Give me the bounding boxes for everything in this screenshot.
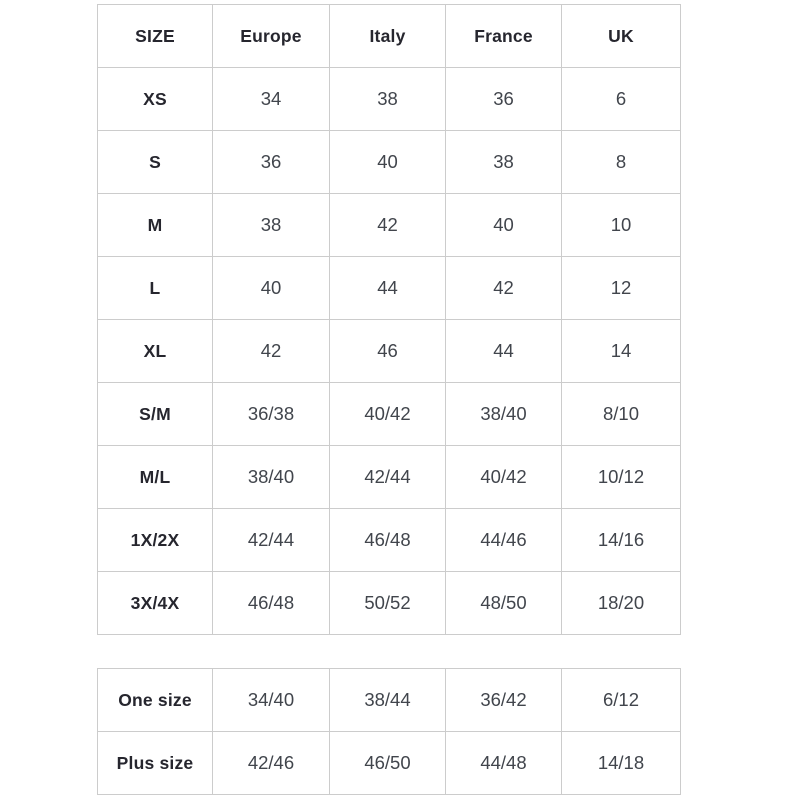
uk-value: 14/16 — [561, 508, 681, 572]
size-label: Plus size — [97, 731, 213, 795]
table-row-3x-4x: 3X/4X 46/48 50/52 48/50 18/20 — [97, 571, 681, 635]
special-sizes-table: One size 34/40 38/44 36/42 6/12 Plus siz… — [97, 668, 681, 795]
italy-value: 40/42 — [329, 382, 446, 446]
uk-value: 8/10 — [561, 382, 681, 446]
france-value: 36 — [445, 67, 562, 131]
table-row-s: S 36 40 38 8 — [97, 130, 681, 194]
europe-value: 40 — [212, 256, 330, 320]
italy-value: 38 — [329, 67, 446, 131]
table-row-one-size: One size 34/40 38/44 36/42 6/12 — [97, 668, 681, 732]
uk-value: 14/18 — [561, 731, 681, 795]
france-value: 40 — [445, 193, 562, 257]
table-row-l: L 40 44 42 12 — [97, 256, 681, 320]
france-value: 42 — [445, 256, 562, 320]
europe-value: 36 — [212, 130, 330, 194]
column-header-uk: UK — [561, 4, 681, 68]
europe-value: 34 — [212, 67, 330, 131]
italy-value: 46/48 — [329, 508, 446, 572]
uk-value: 14 — [561, 319, 681, 383]
france-value: 44 — [445, 319, 562, 383]
france-value: 44/48 — [445, 731, 562, 795]
europe-value: 38/40 — [212, 445, 330, 509]
italy-value: 42/44 — [329, 445, 446, 509]
france-value: 40/42 — [445, 445, 562, 509]
europe-value: 42/46 — [212, 731, 330, 795]
column-header-size: SIZE — [97, 4, 213, 68]
italy-value: 44 — [329, 256, 446, 320]
france-value: 48/50 — [445, 571, 562, 635]
table-row-xl: XL 42 46 44 14 — [97, 319, 681, 383]
table-row-plus-size: Plus size 42/46 46/50 44/48 14/18 — [97, 731, 681, 795]
size-label: XS — [97, 67, 213, 131]
uk-value: 6 — [561, 67, 681, 131]
uk-value: 6/12 — [561, 668, 681, 732]
table-row-m-l: M/L 38/40 42/44 40/42 10/12 — [97, 445, 681, 509]
uk-value: 18/20 — [561, 571, 681, 635]
europe-value: 38 — [212, 193, 330, 257]
size-label: M/L — [97, 445, 213, 509]
header-row: SIZE Europe Italy France UK — [97, 4, 681, 68]
italy-value: 46 — [329, 319, 446, 383]
europe-value: 42/44 — [212, 508, 330, 572]
europe-value: 36/38 — [212, 382, 330, 446]
size-label: M — [97, 193, 213, 257]
table-row-m: M 38 42 40 10 — [97, 193, 681, 257]
size-label: One size — [97, 668, 213, 732]
italy-value: 38/44 — [329, 668, 446, 732]
italy-value: 46/50 — [329, 731, 446, 795]
size-label: 3X/4X — [97, 571, 213, 635]
column-header-europe: Europe — [212, 4, 330, 68]
italy-value: 40 — [329, 130, 446, 194]
france-value: 38/40 — [445, 382, 562, 446]
europe-value: 42 — [212, 319, 330, 383]
uk-value: 8 — [561, 130, 681, 194]
size-label: XL — [97, 319, 213, 383]
size-label: S/M — [97, 382, 213, 446]
italy-value: 50/52 — [329, 571, 446, 635]
europe-value: 34/40 — [212, 668, 330, 732]
table-row-1x-2x: 1X/2X 42/44 46/48 44/46 14/16 — [97, 508, 681, 572]
europe-value: 46/48 — [212, 571, 330, 635]
size-label: S — [97, 130, 213, 194]
uk-value: 10/12 — [561, 445, 681, 509]
size-label: L — [97, 256, 213, 320]
uk-value: 10 — [561, 193, 681, 257]
table-row-s-m: S/M 36/38 40/42 38/40 8/10 — [97, 382, 681, 446]
italy-value: 42 — [329, 193, 446, 257]
france-value: 38 — [445, 130, 562, 194]
france-value: 44/46 — [445, 508, 562, 572]
size-conversion-table: SIZE Europe Italy France UK XS 34 38 36 … — [97, 4, 681, 635]
size-label: 1X/2X — [97, 508, 213, 572]
column-header-france: France — [445, 4, 562, 68]
uk-value: 12 — [561, 256, 681, 320]
table-row-xs: XS 34 38 36 6 — [97, 67, 681, 131]
france-value: 36/42 — [445, 668, 562, 732]
column-header-italy: Italy — [329, 4, 446, 68]
